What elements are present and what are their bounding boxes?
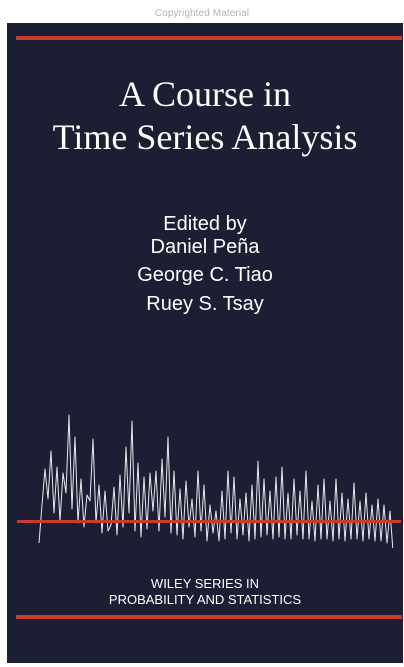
top-red-rule — [16, 36, 402, 40]
editor-name: Daniel Peña — [150, 236, 260, 258]
book-cover: A Course in Time Series Analysis Edited … — [7, 23, 403, 663]
title-line-2: Time Series Analysis — [52, 117, 358, 157]
editor-name: George C. Tiao — [137, 264, 273, 286]
copyright-watermark: Copyrighted Material — [154, 8, 250, 19]
bottom-red-rule — [16, 615, 402, 619]
middle-red-rule — [17, 520, 401, 523]
time-series-line — [38, 414, 394, 548]
series-name-line-1: WILEY SERIES IN — [150, 576, 260, 591]
title-line-1: A Course in — [118, 74, 291, 114]
series-name-line-2: PROBABILITY AND STATISTICS — [108, 592, 302, 607]
edited-by-label: Edited by — [163, 213, 247, 235]
editor-name: Ruey S. Tsay — [146, 293, 264, 315]
